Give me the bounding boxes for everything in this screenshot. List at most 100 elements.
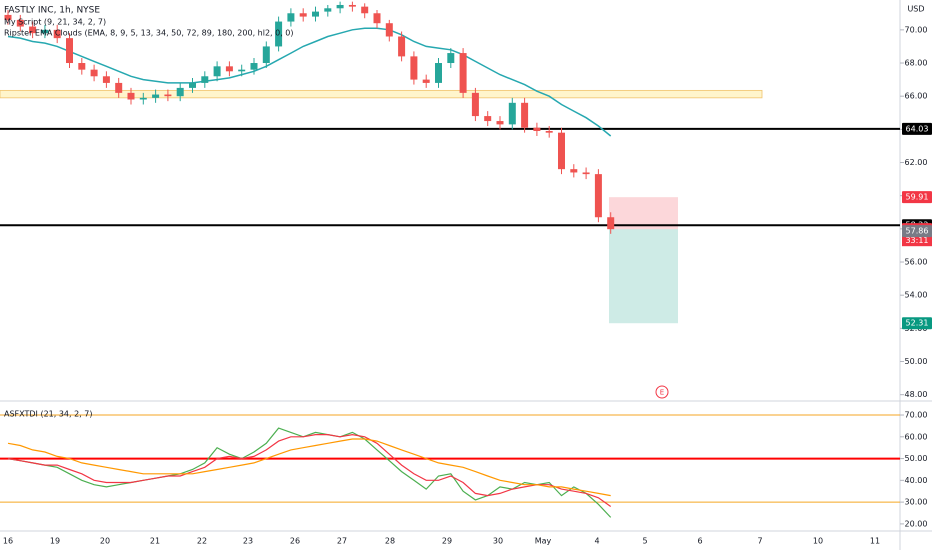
y-tick-label: 20.00: [905, 519, 928, 528]
candle-body: [558, 132, 565, 170]
candle-body: [225, 66, 233, 72]
candle-body: [176, 87, 184, 97]
candle-body: [508, 102, 516, 125]
candle-body: [385, 23, 393, 37]
indicator-label: My Script (9, 21, 34, 2, 7): [4, 18, 106, 27]
y-tick-label: 70.00: [905, 25, 928, 34]
candle-body: [398, 36, 406, 57]
indicator-label: Ripster EMA Clouds (EMA, 8, 9, 5, 13, 34…: [4, 29, 294, 38]
target-zone: [609, 229, 678, 324]
y-tick-label: 40.00: [905, 476, 928, 485]
y-tick-label: 70.00: [905, 411, 928, 420]
candle-body: [373, 13, 381, 24]
candle-body: [66, 38, 73, 64]
candle-body: [496, 121, 504, 125]
y-tick-label: 66.00: [905, 92, 928, 101]
candle-body: [582, 172, 590, 175]
candle-body: [78, 63, 86, 70]
candle-body: [422, 79, 430, 83]
candle-body: [164, 94, 172, 97]
x-tick-label: 23: [243, 537, 253, 546]
x-tick-label: 10: [813, 537, 823, 546]
ema-line: [7, 27, 612, 137]
candle-body: [348, 4, 356, 7]
candle-body: [201, 76, 209, 83]
y-tick-label: 62.00: [905, 158, 928, 167]
y-tick-label: 30.00: [905, 498, 928, 507]
indicator-line: [7, 433, 612, 507]
price-label: 52.31: [906, 319, 929, 328]
candle-body: [41, 29, 49, 34]
indicator-line: [7, 427, 612, 518]
candle-body: [410, 56, 418, 80]
price-label: 59.91: [906, 193, 929, 202]
candle-body: [213, 66, 221, 77]
indicator-line: [7, 438, 611, 497]
countdown-bg: [902, 235, 932, 247]
x-tick-label: 6: [697, 537, 702, 546]
candle-body: [447, 53, 455, 64]
x-tick-label: 28: [385, 537, 395, 546]
candle-body: [152, 94, 160, 98]
candle-body: [607, 217, 615, 230]
price-label: 64.03: [906, 124, 929, 133]
price-label: 57.86: [906, 227, 929, 236]
zone: [0, 89, 763, 99]
x-tick-label: 7: [757, 537, 762, 546]
x-tick-label: 20: [100, 537, 110, 546]
candle-body: [16, 19, 24, 27]
candle-body: [570, 169, 578, 173]
candle-body: [4, 14, 12, 20]
candle-body: [312, 11, 319, 17]
x-tick-label: 5: [642, 537, 647, 546]
candle-body: [275, 21, 283, 47]
candle-body: [189, 82, 196, 88]
x-tick-label: May: [535, 537, 552, 546]
candle-body: [29, 26, 37, 34]
candle-body: [250, 63, 258, 70]
x-tick-label: 4: [594, 537, 599, 546]
y-tick-label: 50.00: [905, 454, 928, 463]
chart-title: FASTLY INC, 1h, NYSE: [4, 6, 100, 16]
candle-body: [545, 131, 553, 133]
countdown: 33:11: [905, 236, 928, 245]
x-tick-label: 29: [442, 537, 452, 546]
y-tick-label: 56.00: [905, 258, 928, 267]
x-tick-label: 19: [50, 537, 60, 546]
x-tick-label: 27: [337, 537, 347, 546]
candle-body: [299, 13, 307, 17]
price-label-bg: [902, 317, 932, 330]
x-tick-label: 26: [290, 537, 300, 546]
event-marker: E: [660, 389, 664, 397]
currency: USD: [907, 5, 924, 14]
candle-body: [533, 127, 541, 132]
candle-body: [287, 13, 295, 22]
price-label-bg: [902, 122, 932, 135]
x-tick-label: 22: [197, 537, 207, 546]
y-tick-label: 60.00: [905, 432, 928, 441]
y-tick-label: 50.00: [905, 357, 928, 366]
price-label-bg: [902, 191, 932, 204]
candle-body: [90, 69, 98, 77]
candle-body: [139, 97, 147, 100]
candle-body: [262, 46, 270, 64]
candle-body: [521, 102, 529, 128]
y-tick-label: 68.00: [905, 59, 928, 68]
stop-zone: [609, 197, 678, 230]
y-tick-label: 54.00: [905, 291, 928, 300]
candle-body: [53, 29, 61, 39]
candle-body: [361, 6, 369, 14]
indicator-title: ASFXTDI (21, 34, 2, 7): [4, 410, 92, 419]
x-tick-label: 11: [870, 537, 880, 546]
price-label-bg: [902, 225, 932, 238]
candle-body: [238, 69, 246, 72]
candle-body: [471, 92, 479, 117]
x-tick-label: 21: [150, 537, 160, 546]
x-tick-label: 16: [3, 537, 13, 546]
candle-body: [336, 4, 344, 9]
event-marker-circle: [655, 385, 669, 399]
candle-body: [102, 76, 110, 83]
candle-body: [115, 82, 123, 93]
candle-body: [484, 116, 492, 122]
